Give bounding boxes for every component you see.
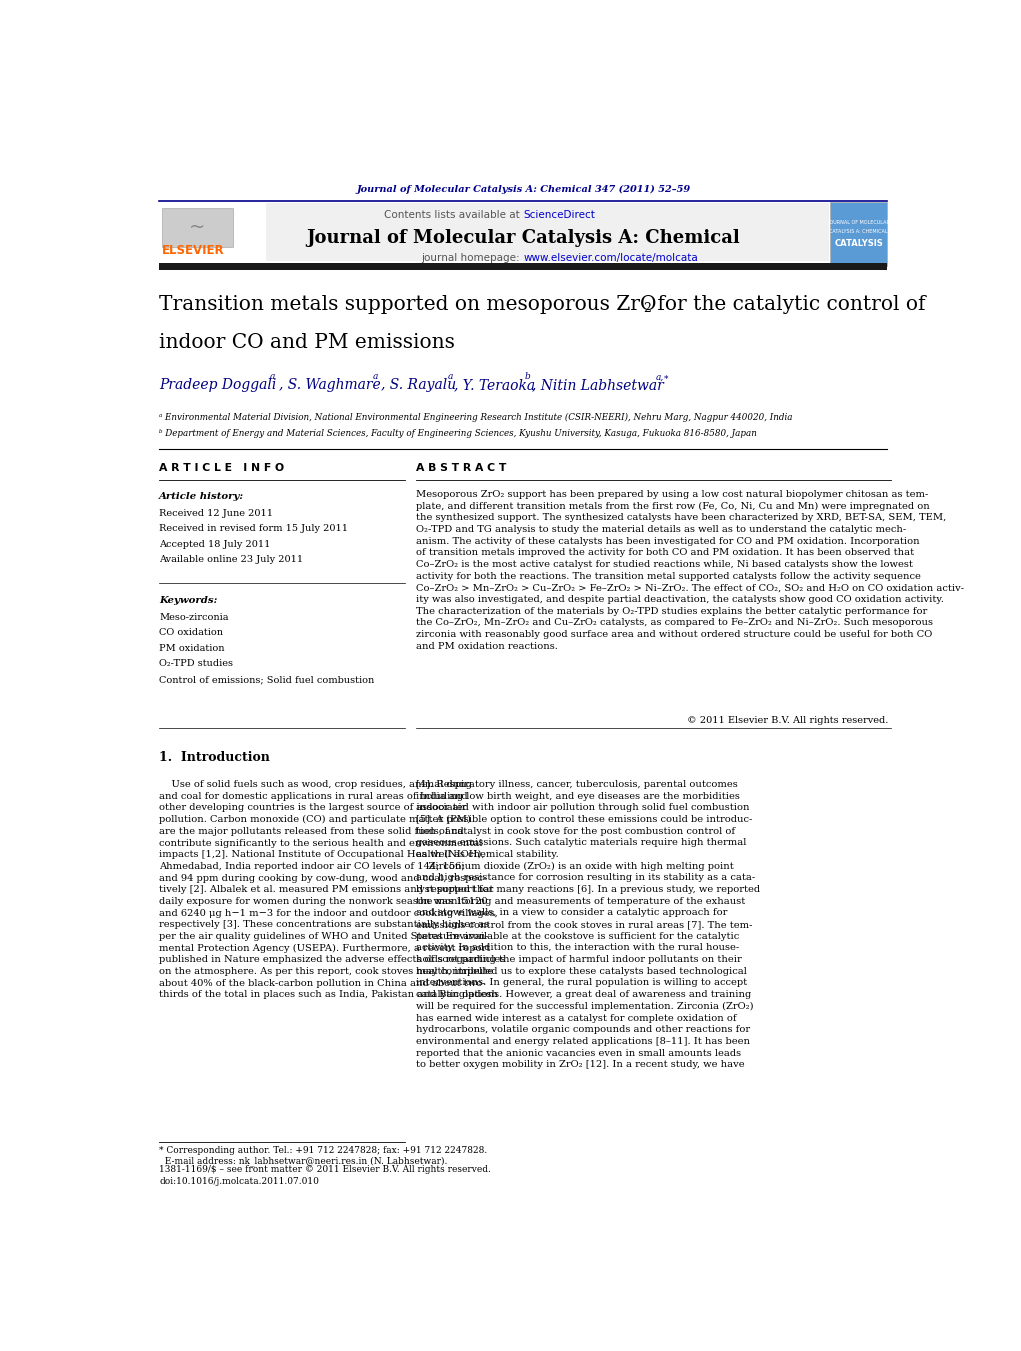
- Text: a: a: [447, 373, 452, 381]
- Text: JOURNAL OF MOLECULAR: JOURNAL OF MOLECULAR: [828, 220, 889, 226]
- Text: CO oxidation: CO oxidation: [159, 628, 224, 638]
- Text: a: a: [373, 373, 379, 381]
- Text: Received 12 June 2011: Received 12 June 2011: [159, 508, 274, 517]
- Text: ᵇ Department of Energy and Material Sciences, Faculty of Engineering Sciences, K: ᵇ Department of Energy and Material Scie…: [159, 430, 758, 439]
- Text: b: b: [525, 373, 531, 381]
- Text: 2: 2: [643, 301, 650, 315]
- Text: Transition metals supported on mesoporous ZrO: Transition metals supported on mesoporou…: [159, 296, 657, 315]
- Text: PM oxidation: PM oxidation: [159, 644, 225, 653]
- Text: ~: ~: [189, 218, 205, 238]
- Text: Journal of Molecular Catalysis A: Chemical 347 (2011) 52–59: Journal of Molecular Catalysis A: Chemic…: [356, 185, 690, 195]
- Text: , Nitin Labhsetwar: , Nitin Labhsetwar: [532, 378, 664, 393]
- Text: , S. Waghmare: , S. Waghmare: [279, 378, 381, 393]
- Text: Contents lists available at: Contents lists available at: [384, 209, 523, 220]
- Text: A B S T R A C T: A B S T R A C T: [417, 463, 506, 473]
- Text: 1.  Introduction: 1. Introduction: [159, 751, 271, 763]
- Text: A R T I C L E   I N F O: A R T I C L E I N F O: [159, 463, 285, 473]
- Text: ELSEVIER: ELSEVIER: [161, 243, 225, 257]
- Text: * Corresponding author. Tel.: +91 712 2247828; fax: +91 712 2247828.
  E-mail ad: * Corresponding author. Tel.: +91 712 22…: [159, 1146, 487, 1166]
- Text: Available online 23 July 2011: Available online 23 July 2011: [159, 555, 303, 565]
- Text: CATALYSIS: CATALYSIS: [834, 239, 883, 247]
- Text: a,∗: a,∗: [655, 373, 670, 381]
- Text: 1381-1169/$ – see front matter © 2011 Elsevier B.V. All rights reserved.: 1381-1169/$ – see front matter © 2011 El…: [159, 1165, 491, 1174]
- Text: ᵃ Environmental Material Division, National Environmental Engineering Research I: ᵃ Environmental Material Division, Natio…: [159, 413, 792, 422]
- Text: Journal of Molecular Catalysis A: Chemical: Journal of Molecular Catalysis A: Chemic…: [306, 228, 740, 247]
- Text: a: a: [270, 373, 276, 381]
- FancyBboxPatch shape: [159, 203, 829, 261]
- Text: www.elsevier.com/locate/molcata: www.elsevier.com/locate/molcata: [523, 253, 698, 262]
- Text: [4]. Respiratory illness, cancer, tuberculosis, parental outcomes
including low : [4]. Respiratory illness, cancer, tuberc…: [417, 780, 761, 1069]
- Text: , Y. Teraoka: , Y. Teraoka: [454, 378, 536, 393]
- Text: Control of emissions; Solid fuel combustion: Control of emissions; Solid fuel combust…: [159, 676, 375, 684]
- Text: Use of solid fuels such as wood, crop residues, animal dung
and coal for domesti: Use of solid fuels such as wood, crop re…: [159, 780, 505, 1000]
- Text: Pradeep Doggali: Pradeep Doggali: [159, 378, 277, 393]
- Text: Accepted 18 July 2011: Accepted 18 July 2011: [159, 540, 271, 549]
- FancyBboxPatch shape: [159, 263, 887, 270]
- Text: for the catalytic control of: for the catalytic control of: [650, 296, 925, 315]
- FancyBboxPatch shape: [161, 208, 233, 247]
- Text: O₂-TPD studies: O₂-TPD studies: [159, 659, 233, 669]
- Text: Article history:: Article history:: [159, 492, 244, 501]
- Text: indoor CO and PM emissions: indoor CO and PM emissions: [159, 332, 455, 351]
- Text: ScienceDirect: ScienceDirect: [523, 209, 595, 220]
- FancyBboxPatch shape: [159, 203, 266, 261]
- Text: Mesoporous ZrO₂ support has been prepared by using a low cost natural biopolymer: Mesoporous ZrO₂ support has been prepare…: [417, 490, 965, 651]
- Text: , S. Rayalu: , S. Rayalu: [381, 378, 456, 393]
- Text: © 2011 Elsevier B.V. All rights reserved.: © 2011 Elsevier B.V. All rights reserved…: [687, 716, 889, 724]
- Text: journal homepage:: journal homepage:: [422, 253, 523, 262]
- Text: Received in revised form 15 July 2011: Received in revised form 15 July 2011: [159, 524, 348, 534]
- FancyBboxPatch shape: [830, 201, 887, 266]
- Text: doi:10.1016/j.molcata.2011.07.010: doi:10.1016/j.molcata.2011.07.010: [159, 1178, 320, 1186]
- Text: CATALYSIS A: CHEMICAL: CATALYSIS A: CHEMICAL: [829, 230, 888, 234]
- Text: Keywords:: Keywords:: [159, 596, 217, 605]
- Text: Meso-zirconia: Meso-zirconia: [159, 612, 229, 621]
